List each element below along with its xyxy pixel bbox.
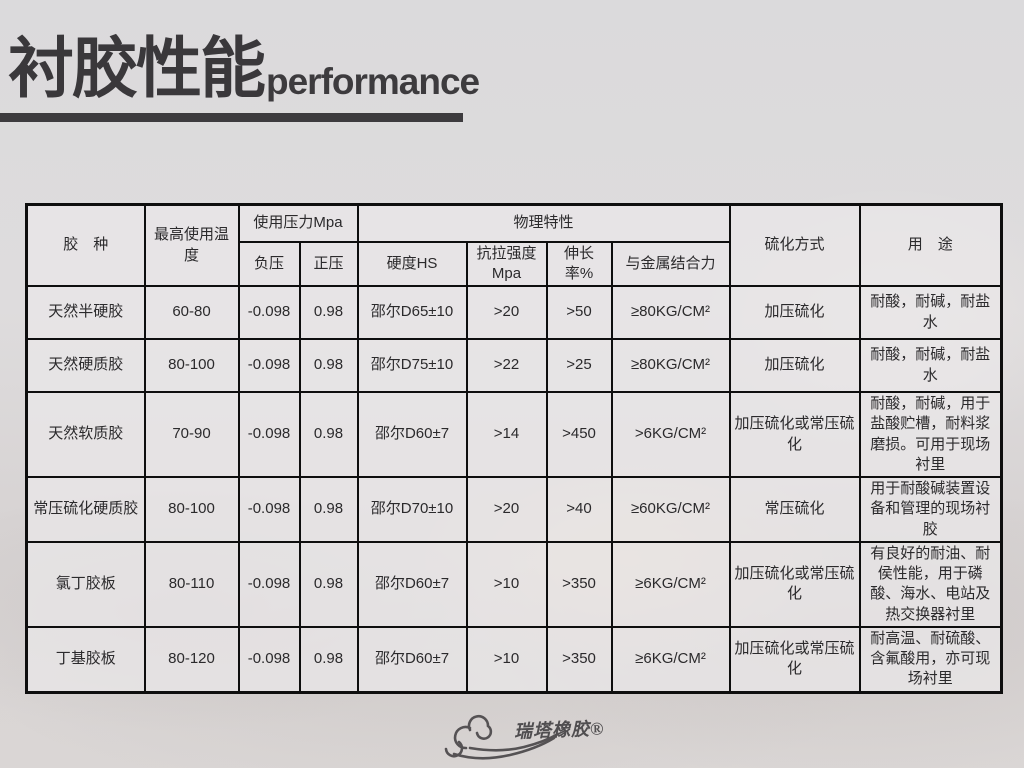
cell-vulcanization: 加压硫化 [728,285,861,340]
cell-type: 天然硬质胶 [25,338,146,393]
cell-elongation: >350 [545,540,613,628]
cell-positive: 0.98 [298,625,359,694]
header-metal-bond: 与金属结合力 [610,240,731,287]
table-row: 天然半硬胶 60-80 -0.098 0.98 邵尔D65±10 >20 >50… [25,285,1003,340]
cell-tensile: >14 [465,391,548,478]
cell-negative: -0.098 [237,540,301,628]
cell-hardness: 邵尔D60±7 [356,625,468,694]
cell-tensile: >22 [465,338,548,393]
cell-metal-bond: ≥60KG/CM² [610,476,731,543]
cell-vulcanization: 加压硫化或常压硫化 [728,540,861,628]
cell-metal-bond: ≥80KG/CM² [610,338,731,393]
cell-tensile: >10 [465,540,548,628]
cell-metal-bond: ≥80KG/CM² [610,285,731,340]
brand-logo: 瑞塔橡胶® [440,708,605,760]
cell-vulcanization: 加压硫化 [728,338,861,393]
cell-elongation: >50 [545,285,613,340]
cell-vulcanization: 常压硫化 [728,476,861,543]
cell-temp: 80-100 [143,338,240,393]
cell-type: 天然半硬胶 [25,285,146,340]
table-row: 天然硬质胶 80-100 -0.098 0.98 邵尔D75±10 >22 >2… [25,338,1003,393]
cell-elongation: >450 [545,391,613,478]
header-row-2: 负压 正压 硬度HS 抗拉强度Mpa 伸长率% 与金属结合力 [27,240,1002,287]
cell-temp: 70-90 [143,391,240,478]
header-rubber-type: 胶 种 [25,203,146,287]
title-underline [0,113,463,122]
cell-positive: 0.98 [298,476,359,543]
cell-elongation: >25 [545,338,613,393]
header-physical-group: 物理特性 [356,203,731,243]
cell-usage: 耐酸，耐碱，耐盐水 [858,285,1003,340]
cell-temp: 60-80 [143,285,240,340]
cell-negative: -0.098 [237,625,301,694]
brand-name: 瑞塔橡胶® [513,718,605,742]
cloud-swirl-icon [444,714,560,760]
title-english: performance [266,61,480,103]
table-row: 天然软质胶 70-90 -0.098 0.98 邵尔D60±7 >14 >450… [25,391,1003,478]
cell-type: 常压硫化硬质胶 [25,476,146,543]
cell-positive: 0.98 [298,540,359,628]
header-positive-pressure: 正压 [298,240,359,287]
cell-metal-bond: >6KG/CM² [610,391,731,478]
cell-hardness: 邵尔D60±7 [356,391,468,478]
cell-vulcanization: 加压硫化或常压硫化 [728,625,861,694]
header-elongation: 伸长率% [545,240,613,287]
cell-elongation: >40 [545,476,613,543]
cell-type: 天然软质胶 [25,391,146,478]
performance-table: 胶 种 最高使用温度 使用压力Mpa 物理特性 硫化方式 用 途 负压 正压 硬… [25,203,1004,694]
cell-type: 丁基胶板 [25,625,146,694]
cell-tensile: >10 [465,625,548,694]
cell-positive: 0.98 [298,285,359,340]
cell-hardness: 邵尔D70±10 [356,476,468,543]
cell-negative: -0.098 [237,338,301,393]
cell-positive: 0.98 [298,338,359,393]
table-row: 丁基胶板 80-120 -0.098 0.98 邵尔D60±7 >10 >350… [25,625,1003,694]
cell-usage: 耐高温、耐硫酸、含氟酸用，亦可现场衬里 [858,625,1003,694]
table-row: 常压硫化硬质胶 80-100 -0.098 0.98 邵尔D70±10 >20 … [25,476,1003,543]
cell-usage: 用于耐酸碱装置设备和管理的现场衬胶 [858,476,1003,543]
cell-type: 氯丁胶板 [25,540,146,628]
header-hardness: 硬度HS [356,240,468,287]
page-title: 衬胶性能 performance [8,31,480,105]
title-chinese: 衬胶性能 [8,31,266,105]
cell-usage: 耐酸，耐碱，耐盐水 [858,338,1003,393]
cell-metal-bond: ≥6KG/CM² [610,625,731,694]
header-max-temp: 最高使用温度 [143,203,240,287]
cell-hardness: 邵尔D60±7 [356,540,468,628]
header-tensile: 抗拉强度Mpa [465,240,548,287]
cell-temp: 80-120 [143,625,240,694]
table-row: 氯丁胶板 80-110 -0.098 0.98 邵尔D60±7 >10 >350… [25,540,1003,628]
cell-hardness: 邵尔D75±10 [356,338,468,393]
cell-positive: 0.98 [298,391,359,478]
cell-metal-bond: ≥6KG/CM² [610,540,731,628]
cell-negative: -0.098 [237,476,301,543]
header-row-1: 胶 种 最高使用温度 使用压力Mpa 物理特性 硫化方式 用 途 [25,203,1003,287]
header-usage: 用 途 [858,203,1003,287]
cell-usage: 有良好的耐油、耐侯性能，用于磷酸、海水、电站及热交换器衬里 [858,540,1003,628]
cell-temp: 80-100 [143,476,240,543]
cell-usage: 耐酸，耐碱，用于盐酸贮槽，耐料浆磨损。可用于现场衬里 [858,391,1003,478]
cell-tensile: >20 [465,476,548,543]
cell-hardness: 邵尔D65±10 [356,285,468,340]
cell-negative: -0.098 [237,391,301,478]
cell-temp: 80-110 [143,540,240,628]
cell-negative: -0.098 [237,285,301,340]
cell-tensile: >20 [465,285,548,340]
cell-vulcanization: 加压硫化或常压硫化 [728,391,861,478]
header-negative-pressure: 负压 [237,240,301,287]
header-vulcanization: 硫化方式 [728,203,861,287]
header-pressure-group: 使用压力Mpa [237,203,359,243]
cell-elongation: >350 [545,625,613,694]
